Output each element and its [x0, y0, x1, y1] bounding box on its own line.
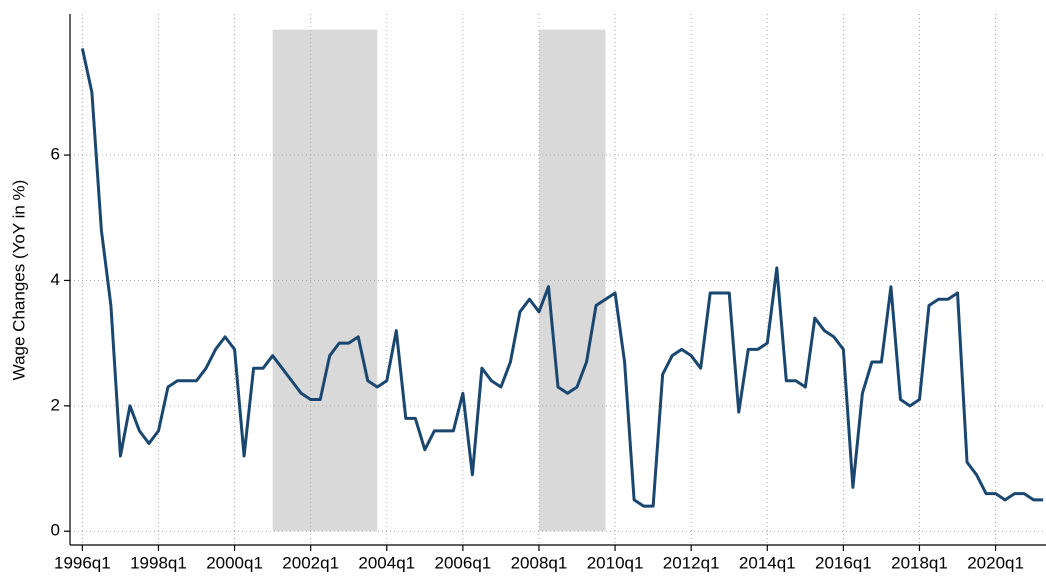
x-tick-label: 1998q1 [130, 553, 187, 572]
x-tick-label: 2020q1 [967, 553, 1024, 572]
y-axis-title: Wage Changes (YoY in %) [9, 180, 28, 381]
x-tick-label: 2000q1 [206, 553, 263, 572]
y-tick-label: 0 [51, 521, 60, 540]
x-tick-label: 2012q1 [663, 553, 720, 572]
y-tick-label: 2 [51, 395, 60, 414]
x-tick-label: 2018q1 [891, 553, 948, 572]
x-tick-label: 2006q1 [435, 553, 492, 572]
x-tick-label: 2016q1 [815, 553, 872, 572]
x-tick-label: 2008q1 [511, 553, 568, 572]
y-tick-label: 6 [51, 145, 60, 164]
x-tick-label: 2010q1 [587, 553, 644, 572]
shaded-period [272, 29, 378, 532]
x-tick-label: 2014q1 [739, 553, 796, 572]
x-tick-label: 1996q1 [54, 553, 111, 572]
x-tick-label: 2002q1 [282, 553, 339, 572]
x-tick-label: 2004q1 [358, 553, 415, 572]
data-line [80, 48, 1044, 508]
shaded-period [538, 29, 606, 532]
y-tick-label: 4 [51, 270, 60, 289]
